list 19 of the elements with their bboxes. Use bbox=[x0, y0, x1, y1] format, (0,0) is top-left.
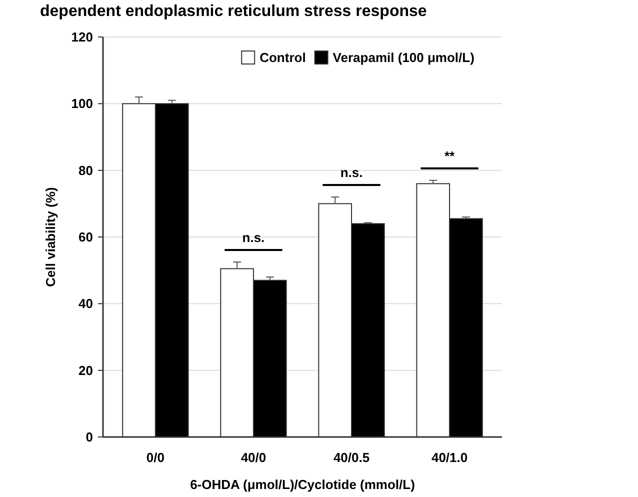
y-tick-label: 100 bbox=[71, 96, 93, 112]
y-tick-label: 80 bbox=[78, 162, 93, 178]
annotation: n.s. bbox=[340, 165, 363, 180]
y-tick-label: 0 bbox=[86, 430, 93, 445]
x-tick-label: 40/1.0 bbox=[431, 450, 468, 465]
x-tick-label: 0/0 bbox=[146, 450, 164, 465]
annotation: n.s. bbox=[242, 230, 265, 245]
y-tick-label: 20 bbox=[78, 362, 93, 378]
x-tick-label: 40/0.5 bbox=[333, 450, 370, 465]
annotation: ** bbox=[444, 148, 456, 164]
chart-title: dependent endoplasmic reticulum stress response bbox=[40, 3, 427, 20]
y-tick-label: 120 bbox=[71, 30, 93, 45]
legend-label: Control bbox=[260, 50, 306, 65]
y-tick-label: 40 bbox=[78, 296, 93, 312]
y-axis-title: Cell viability (%) bbox=[43, 187, 58, 287]
x-tick-label: 40/0 bbox=[240, 450, 266, 465]
x-axis-title: 6-OHDA (μmol/L)/Cyclotide (mmol/L) bbox=[190, 477, 415, 492]
legend-label: Verapamil (100 μmol/L) bbox=[332, 50, 474, 65]
y-tick-label: 60 bbox=[78, 230, 93, 245]
